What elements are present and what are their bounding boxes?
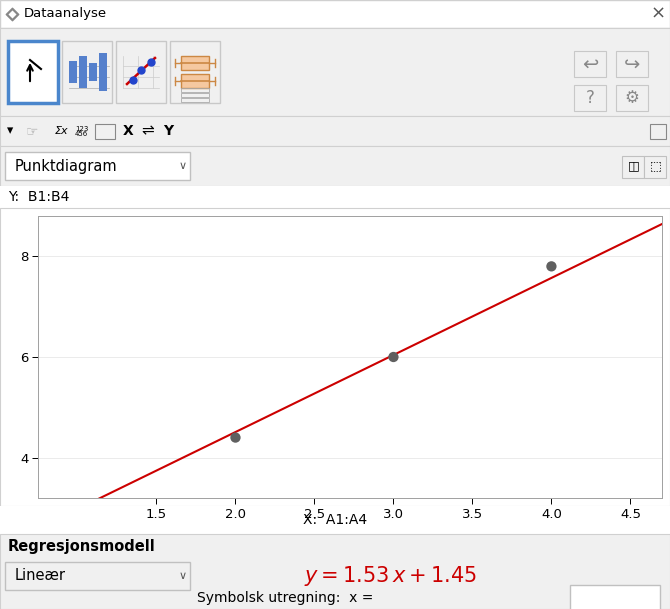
Bar: [62, 41, 112, 103]
Text: ⬚: ⬚: [650, 160, 662, 172]
Text: Regresjonsmodell: Regresjonsmodell: [8, 540, 155, 555]
Bar: [99, 53, 107, 91]
Text: X: X: [123, 124, 133, 138]
Text: Y:  B1:B4: Y: B1:B4: [8, 190, 70, 204]
Bar: [170, 41, 220, 103]
Bar: [0, 208, 670, 506]
Point: [388, 352, 399, 362]
Text: ⇌: ⇌: [141, 124, 154, 138]
Bar: [5, 152, 190, 180]
Text: Lineær: Lineær: [15, 568, 66, 583]
Bar: [69, 61, 77, 83]
Bar: [181, 74, 209, 88]
Bar: [622, 156, 644, 178]
Bar: [574, 51, 606, 77]
Point: [230, 433, 241, 443]
Text: Σx: Σx: [55, 126, 68, 136]
Bar: [5, 562, 190, 590]
Bar: [95, 124, 115, 139]
Text: ?: ?: [586, 89, 594, 107]
Bar: [0, 28, 670, 116]
Bar: [0, 506, 670, 534]
Text: Y: Y: [163, 124, 173, 138]
Text: ×: ×: [651, 5, 665, 23]
Bar: [570, 585, 660, 609]
Text: 123: 123: [75, 126, 88, 132]
Bar: [181, 98, 209, 102]
Text: ∨: ∨: [179, 161, 187, 171]
Bar: [181, 56, 209, 70]
Text: Symbolsk utregning:  x =: Symbolsk utregning: x =: [197, 591, 373, 605]
Text: Punktdiagram: Punktdiagram: [15, 158, 118, 174]
Text: ↩: ↩: [582, 54, 598, 74]
Text: ∨: ∨: [179, 571, 187, 581]
Bar: [79, 56, 87, 88]
Bar: [89, 63, 97, 81]
Text: X:  A1:A4: X: A1:A4: [303, 513, 367, 527]
Point: [546, 261, 557, 271]
Bar: [616, 85, 648, 111]
Bar: [616, 51, 648, 77]
Bar: [650, 124, 666, 139]
Bar: [8, 41, 58, 103]
Text: ◫: ◫: [628, 160, 640, 172]
Point: [72, 503, 83, 513]
Text: ↪: ↪: [624, 54, 641, 74]
Text: ⚙: ⚙: [624, 89, 639, 107]
Bar: [0, 0, 670, 28]
Bar: [0, 534, 670, 609]
Bar: [644, 156, 666, 178]
Bar: [181, 88, 209, 92]
Text: ☞: ☞: [25, 124, 38, 138]
Bar: [0, 116, 670, 146]
Bar: [0, 186, 670, 208]
Bar: [181, 93, 209, 97]
Text: Dataanalyse: Dataanalyse: [24, 7, 107, 21]
Bar: [574, 85, 606, 111]
Text: $y = 1.53\,x + 1.45$: $y = 1.53\,x + 1.45$: [304, 564, 476, 588]
Bar: [0, 146, 670, 186]
Text: 456: 456: [75, 131, 88, 137]
Bar: [116, 41, 166, 103]
Text: ▾: ▾: [7, 124, 13, 138]
